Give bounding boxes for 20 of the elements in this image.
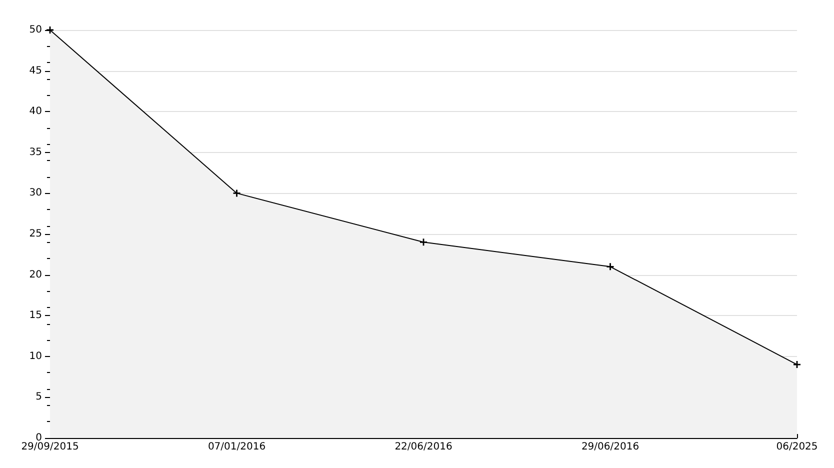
y-tick-label: 0 — [36, 432, 42, 444]
x-tick-label: 29/06/2016 — [581, 442, 640, 452]
y-tick-label: 10 — [29, 350, 42, 362]
point — [233, 190, 240, 197]
y-tick-label: 25 — [29, 228, 42, 240]
point — [420, 238, 427, 246]
y-tick-label: 20 — [29, 269, 42, 280]
point — [606, 263, 614, 270]
point — [794, 361, 800, 368]
y-tick-label: 30 — [29, 188, 42, 199]
x-tick-label: 06/2025 — [776, 442, 818, 452]
y-tick-label: 40 — [29, 106, 42, 118]
y-tick-label: 15 — [29, 310, 42, 322]
x-tick-label: 29/09/2015 — [21, 442, 79, 452]
y-tick-label: 50 — [29, 24, 42, 36]
y-tick-label: 5 — [36, 392, 42, 403]
y-tick-label: 35 — [29, 146, 42, 158]
x-tick-label: 07/01/2016 — [208, 442, 266, 452]
y-tick-label: 45 — [29, 65, 42, 76]
x-tick-label: 22/06/2016 — [394, 442, 452, 452]
